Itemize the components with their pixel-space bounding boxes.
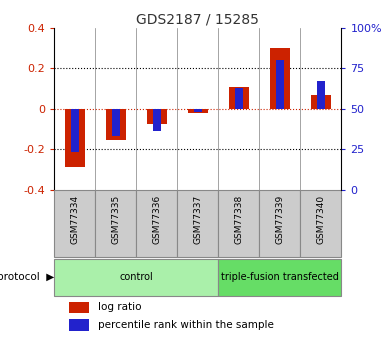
Bar [260, 190, 300, 257]
Bar [69, 302, 89, 313]
Bar [106, 109, 126, 140]
Bar [218, 190, 260, 257]
Bar [69, 319, 89, 331]
Text: log ratio: log ratio [98, 302, 142, 312]
Bar [194, 109, 202, 112]
Bar [235, 88, 242, 109]
Bar [95, 190, 136, 257]
Bar [300, 190, 341, 257]
Text: GSM77338: GSM77338 [234, 195, 243, 244]
Bar [317, 81, 325, 109]
Bar [177, 190, 218, 257]
Bar [311, 96, 331, 109]
Bar [153, 109, 161, 131]
Bar [276, 60, 284, 109]
Bar [54, 190, 95, 257]
Text: GSM77337: GSM77337 [193, 195, 203, 244]
Text: protocol  ▶: protocol ▶ [0, 272, 54, 282]
Text: triple-fusion transfected: triple-fusion transfected [221, 272, 339, 282]
Bar [54, 259, 218, 296]
Text: GSM77340: GSM77340 [317, 195, 326, 244]
Bar [112, 109, 120, 136]
Bar [188, 109, 208, 113]
Bar [147, 109, 167, 124]
Text: GSM77339: GSM77339 [275, 195, 284, 244]
Bar [218, 259, 341, 296]
Bar [64, 109, 85, 167]
Text: percentile rank within the sample: percentile rank within the sample [98, 320, 274, 330]
Bar [71, 109, 78, 152]
Bar [136, 190, 177, 257]
Text: GSM77336: GSM77336 [152, 195, 161, 244]
Text: GSM77335: GSM77335 [111, 195, 120, 244]
Bar [229, 87, 249, 109]
Bar [270, 48, 290, 109]
Text: control: control [120, 272, 153, 282]
Title: GDS2187 / 15285: GDS2187 / 15285 [137, 12, 259, 27]
Text: GSM77334: GSM77334 [70, 195, 79, 244]
